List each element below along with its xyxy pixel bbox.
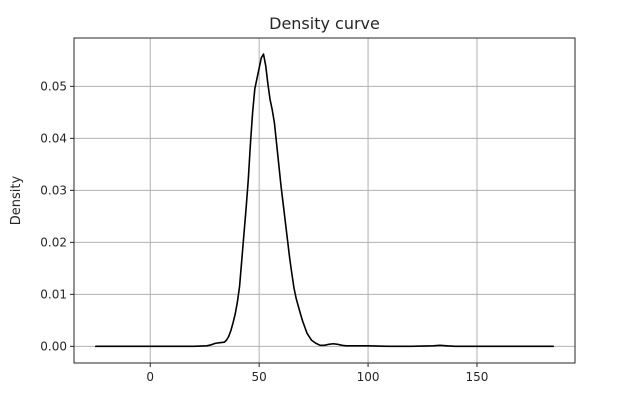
x-tick-label: 50 (252, 370, 267, 384)
ticks-layer: 0 50 100 150 0.00 0.01 0.02 0.03 0.04 0.05 (40, 79, 488, 384)
x-tick-label: 0 (146, 370, 154, 384)
chart-title: Density curve (269, 14, 380, 33)
y-tick-label: 0.04 (40, 131, 67, 145)
density-line (94, 53, 555, 348)
y-axis-title: Density (9, 175, 24, 225)
y-tick-label: 0.00 (40, 339, 67, 353)
y-tick-label: 0.01 (40, 287, 67, 301)
x-tick-label: 150 (466, 370, 489, 384)
y-tick-label: 0.05 (40, 79, 67, 93)
line-layer (94, 53, 555, 348)
plot-frame (73, 37, 576, 364)
x-tick-label: 100 (357, 370, 380, 384)
y-tick-label: 0.02 (40, 235, 67, 249)
grid-layer (74, 38, 575, 363)
y-tick-label: 0.03 (40, 183, 67, 197)
